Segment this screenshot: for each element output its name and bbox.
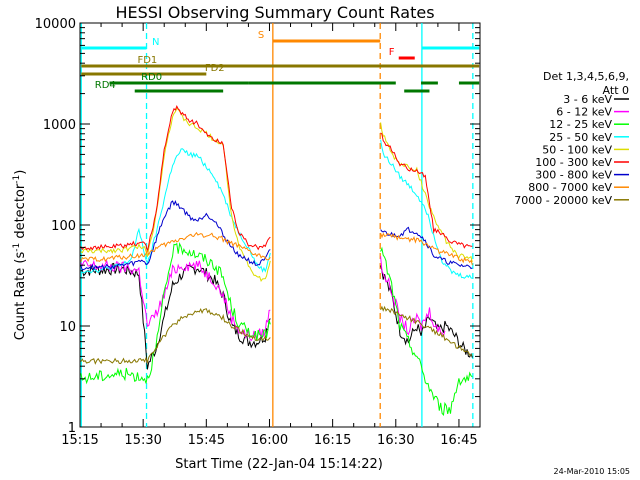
series-line-0-0	[80, 262, 271, 370]
legend-label-6: 300 - 800 keV	[535, 169, 612, 182]
legend-header-1: Det 1,3,4,5,6,9,	[543, 70, 629, 83]
x-tick-label-5: 16:30	[377, 433, 414, 448]
y-axis-label: Count Rate (s-1 detector-1)	[12, 170, 28, 341]
y-tick-label-3: 1000	[43, 118, 76, 133]
legend-label-2: 12 - 25 keV	[549, 118, 612, 131]
legend-label-8: 7000 - 20000 keV	[514, 194, 612, 207]
series-line-4-0	[80, 107, 271, 282]
series-line-7-0	[80, 231, 271, 263]
series-line-5-0	[80, 104, 271, 252]
series-line-3-0	[80, 148, 271, 274]
flag-label-FD1: FD1	[137, 55, 157, 66]
series-line-5-1	[380, 132, 473, 249]
series-line-7-1	[380, 232, 473, 266]
series-line-1-0	[80, 259, 271, 342]
y-tick-label-4: 10000	[35, 17, 76, 32]
flag-label-S: S	[258, 30, 264, 41]
legend-label-0: 3 - 6 keV	[563, 93, 612, 106]
y-tick-label-2: 100	[51, 219, 76, 234]
x-tick-label-6: 16:45	[440, 433, 477, 448]
footer-date: 24-Mar-2010 15:05	[554, 467, 631, 476]
legend-label-4: 50 - 100 keV	[542, 143, 612, 156]
chart-title: HESSI Observing Summary Count Rates	[115, 3, 434, 22]
legend-label-5: 100 - 300 keV	[535, 156, 612, 169]
y-tick-label-1: 10	[59, 320, 76, 335]
x-tick-label-4: 16:15	[314, 433, 351, 448]
x-axis-label: Start Time (22-Jan-04 15:14:22)	[175, 457, 383, 472]
series-line-8-0	[80, 308, 271, 365]
legend-label-1: 6 - 12 keV	[556, 106, 612, 119]
series-line-0-1	[380, 265, 473, 358]
series-line-2-0	[80, 241, 271, 385]
legend-label-7: 800 - 7000 keV	[528, 181, 612, 194]
series-line-1-1	[380, 256, 446, 338]
x-tick-label-1: 15:30	[124, 433, 161, 448]
series-line-6-0	[80, 200, 271, 272]
x-tick-label-0: 15:15	[61, 433, 98, 448]
series-line-8-1	[380, 305, 473, 356]
flag-label-RD4: RD4	[95, 80, 116, 91]
x-tick-label-2: 15:45	[188, 433, 225, 448]
x-tick-label-3: 16:00	[251, 433, 288, 448]
series-line-2-1	[380, 246, 473, 417]
series-line-3-1	[380, 139, 473, 279]
flag-label-RD0: RD0	[141, 72, 162, 83]
legend-label-3: 25 - 50 keV	[549, 131, 612, 144]
y-tick-label-0: 1	[68, 421, 76, 436]
flag-label-N: N	[152, 37, 159, 48]
flag-label-FD2: FD2	[205, 63, 225, 74]
flag-label-F: F	[389, 47, 395, 58]
legend-header-2: Att 0	[603, 84, 629, 97]
series-line-4-1	[380, 122, 473, 263]
series-line-6-1	[380, 226, 473, 270]
